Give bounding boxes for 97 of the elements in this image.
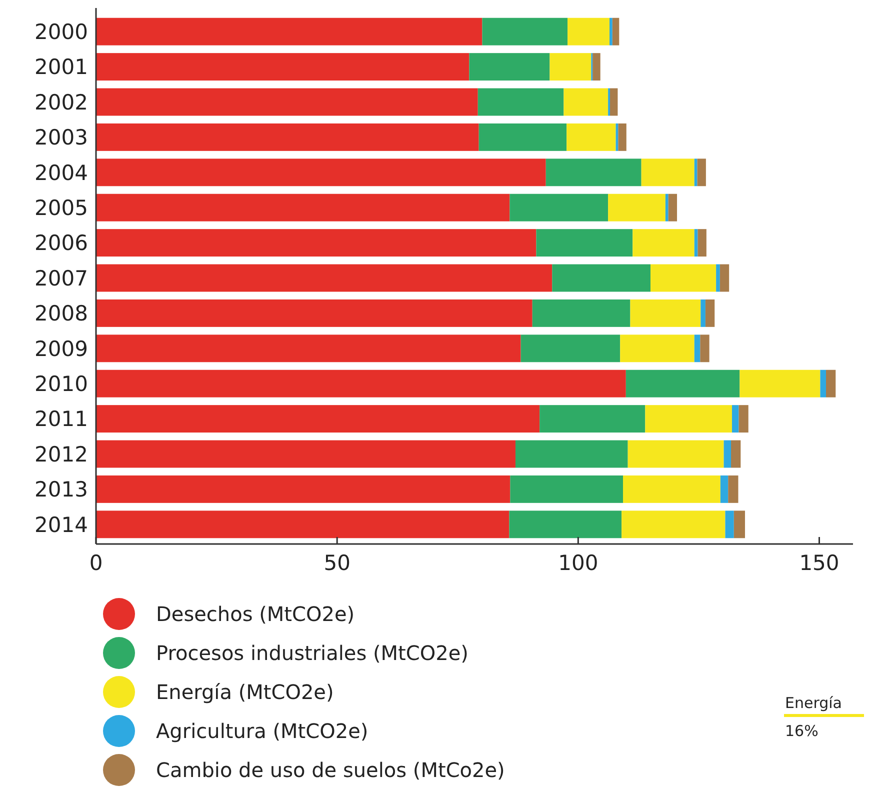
- bar: [732, 405, 739, 433]
- bar: [96, 18, 482, 46]
- text: Energía: [785, 694, 842, 712]
- bar: [509, 510, 622, 538]
- bar: [550, 53, 592, 81]
- y-tick-label: 2010: [34, 372, 88, 396]
- bar: [552, 264, 650, 292]
- bar: [728, 475, 738, 503]
- bar: [515, 440, 628, 468]
- bar: [510, 194, 608, 222]
- bar: [641, 158, 694, 186]
- bar: [96, 229, 536, 257]
- y-tick-label: 2009: [34, 336, 88, 361]
- legend-label: Procesos industriales (MtCO2e): [156, 641, 468, 665]
- bar: [668, 194, 678, 222]
- bar: [734, 510, 745, 538]
- y-tick-label: 2005: [34, 196, 88, 220]
- bar: [720, 475, 728, 503]
- bar: [700, 334, 710, 362]
- bar: [610, 88, 618, 116]
- bar: [700, 299, 706, 327]
- text: 16%: [785, 722, 818, 740]
- bar: [731, 440, 741, 468]
- bar: [96, 370, 626, 398]
- x-tick-label: 0: [89, 551, 103, 575]
- bar: [630, 299, 701, 327]
- y-tick-label: 2004: [34, 160, 88, 185]
- bar: [740, 370, 820, 398]
- y-tick-label: 2001: [34, 55, 88, 80]
- bar: [698, 229, 706, 257]
- legend-label: Energía (MtCO2e): [156, 680, 334, 704]
- bar: [705, 299, 715, 327]
- bar: [482, 18, 568, 46]
- bar: [568, 18, 610, 46]
- y-tick-label: 2006: [34, 231, 88, 256]
- bar: [724, 440, 732, 468]
- bar: [645, 405, 732, 433]
- bar: [469, 53, 550, 81]
- bar: [96, 334, 521, 362]
- y-tick-label: 2003: [34, 126, 88, 150]
- x-tick-label: 150: [799, 551, 840, 575]
- bar: [820, 370, 826, 398]
- bar: [618, 123, 626, 151]
- bar: [532, 299, 630, 327]
- bar: [96, 475, 510, 503]
- bar: [520, 334, 620, 362]
- y-tick-label: 2007: [34, 266, 88, 290]
- bar: [478, 123, 567, 151]
- bar: [96, 510, 510, 538]
- bar: [96, 405, 540, 433]
- bar: [612, 18, 620, 46]
- x-tick-label: 50: [324, 551, 350, 575]
- y-tick-label: 2014: [34, 512, 88, 537]
- bar: [622, 510, 726, 538]
- y-tick-label: 2002: [34, 90, 88, 114]
- legend-label: Agricultura (MtCO2e): [156, 719, 368, 743]
- y-tick-label: 2008: [34, 302, 88, 326]
- y-tick-label: 2000: [34, 20, 88, 44]
- bar: [623, 475, 720, 503]
- bar: [716, 264, 720, 292]
- legend-label: Cambio de uso de suelos (MtCo2e): [156, 758, 505, 782]
- bar: [738, 405, 748, 433]
- bar: [608, 194, 666, 222]
- bar: [96, 123, 479, 151]
- y-tick-label: 2013: [34, 478, 88, 502]
- bar: [697, 158, 706, 186]
- bar: [826, 370, 836, 398]
- bar: [626, 370, 740, 398]
- x-tick-label: 100: [558, 551, 598, 575]
- bar: [632, 229, 694, 257]
- bar: [620, 334, 694, 362]
- y-tick-label: 2011: [34, 407, 88, 432]
- bar: [694, 334, 700, 362]
- bar: [536, 229, 633, 257]
- bar: [564, 88, 608, 116]
- bar: [96, 88, 478, 116]
- bar: [96, 53, 470, 81]
- bar: [478, 88, 564, 116]
- bar: [96, 440, 516, 468]
- bar: [96, 299, 532, 327]
- bar: [510, 475, 624, 503]
- legend-label: Desechos (MtCO2e): [156, 602, 355, 626]
- bar: [720, 264, 730, 292]
- bar: [96, 194, 510, 222]
- bar: [665, 194, 668, 222]
- bar: [546, 158, 642, 186]
- y-tick-label: 2012: [34, 442, 88, 466]
- bar: [725, 510, 734, 538]
- bar: [566, 123, 616, 151]
- bar: [694, 158, 698, 186]
- bar: [96, 158, 546, 186]
- bar: [650, 264, 716, 292]
- bar: [540, 405, 646, 433]
- bar: [610, 18, 612, 46]
- bar: [592, 53, 600, 81]
- bar: [96, 264, 552, 292]
- bar: [628, 440, 724, 468]
